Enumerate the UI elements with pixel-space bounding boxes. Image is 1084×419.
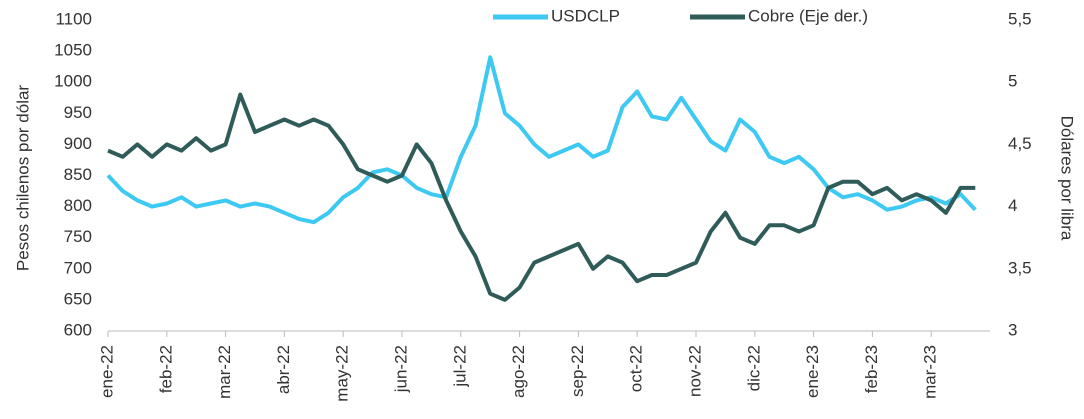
x-tick-label: oct-22	[627, 345, 646, 392]
x-tick-label: ago-22	[509, 345, 528, 398]
y-axis-title: Pesos chilenos por dólar	[13, 85, 32, 272]
y-tick-label: 600	[64, 320, 92, 339]
y2-tick-label: 4	[1008, 196, 1017, 215]
x-tick-label: dic-22	[744, 345, 763, 391]
y2-tick-label: 4,5	[1008, 134, 1032, 153]
x-tick-label: jul-22	[450, 345, 469, 388]
x-tick-label: feb-22	[156, 345, 175, 393]
y-tick-label: 1050	[54, 41, 92, 60]
x-tick-label: mar-23	[921, 345, 940, 399]
y2-axis-title: Dólares por libra	[1058, 116, 1077, 241]
y2-tick-label: 3,5	[1008, 258, 1032, 277]
y2-tick-label: 5,5	[1008, 9, 1032, 28]
y2-tick-label: 5	[1008, 72, 1017, 91]
legend-label: Cobre (Eje der.)	[748, 6, 868, 25]
legend-label: USDCLP	[551, 6, 620, 25]
y-tick-label: 1000	[54, 72, 92, 91]
x-tick-label: nov-22	[685, 345, 704, 397]
y-tick-label: 900	[64, 134, 92, 153]
y-tick-label: 850	[64, 165, 92, 184]
y-tick-label: 650	[64, 289, 92, 308]
y-tick-label: 750	[64, 227, 92, 246]
series-line	[107, 92, 976, 302]
x-tick-label: feb-23	[862, 345, 881, 393]
y-tick-label: 800	[64, 196, 92, 215]
x-tick-label: sep-22	[568, 345, 587, 397]
x-tick-label: ene-23	[803, 345, 822, 398]
x-tick-label: abr-22	[274, 345, 293, 394]
series-line	[106, 55, 977, 225]
y2-tick-label: 3	[1008, 320, 1017, 339]
y-tick-label: 700	[64, 258, 92, 277]
y-tick-label: 950	[64, 103, 92, 122]
x-tick-label: jun-22	[391, 345, 410, 393]
x-tick-label: ene-22	[97, 345, 116, 398]
x-tick-label: mar-22	[215, 345, 234, 399]
x-tick-label: may-22	[333, 345, 352, 402]
y-tick-label: 1100	[55, 9, 92, 28]
